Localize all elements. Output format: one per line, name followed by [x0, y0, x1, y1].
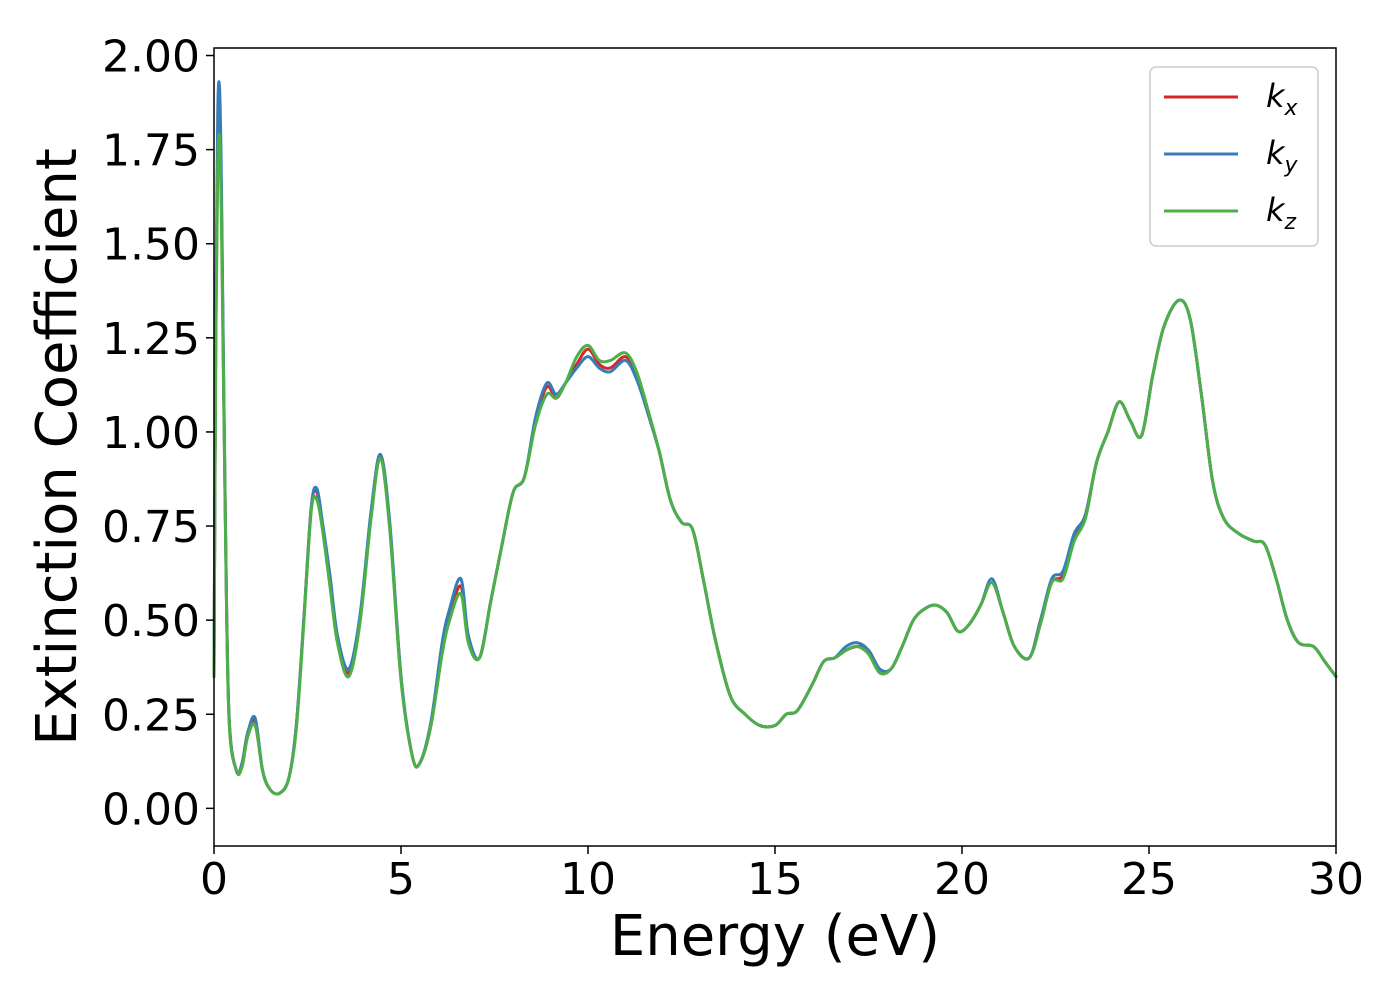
legend: kx ky kz [1149, 66, 1319, 247]
x-tick-label: 5 [387, 854, 415, 905]
x-axis: 0 5 10 15 20 25 30 [200, 846, 1364, 905]
x-tick-label: 25 [1121, 854, 1177, 905]
legend-label-k-y: ky [1266, 134, 1299, 178]
x-tick-label: 30 [1308, 854, 1364, 905]
x-tick-label: 15 [747, 854, 803, 905]
y-tick-label: 1.00 [102, 408, 200, 459]
y-tick-label: 0.00 [102, 784, 200, 835]
y-tick-label: 1.25 [102, 314, 200, 365]
y-tick-label: 2.00 [102, 32, 200, 83]
y-tick-label: 0.50 [102, 596, 200, 647]
y-axis: 0.00 0.25 0.50 0.75 1.00 1.25 1.50 1.75 2.00 [102, 32, 214, 835]
y-tick-label: 1.75 [102, 126, 200, 177]
x-tick-label: 10 [560, 854, 616, 905]
y-axis-title: Extinction Coefficient [25, 148, 90, 746]
x-tick-label: 20 [934, 854, 990, 905]
y-tick-label: 1.50 [102, 220, 200, 271]
x-tick-label: 0 [200, 854, 228, 905]
x-axis-title: Energy (eV) [610, 904, 940, 969]
legend-label-k-z: kz [1266, 191, 1297, 235]
y-tick-label: 0.75 [102, 502, 200, 553]
legend-label-k-x: kx [1266, 77, 1299, 121]
y-tick-label: 0.25 [102, 690, 200, 741]
series-layer [212, 80, 1338, 796]
legend-box [1149, 66, 1319, 247]
series-line-k-z [212, 132, 1338, 796]
